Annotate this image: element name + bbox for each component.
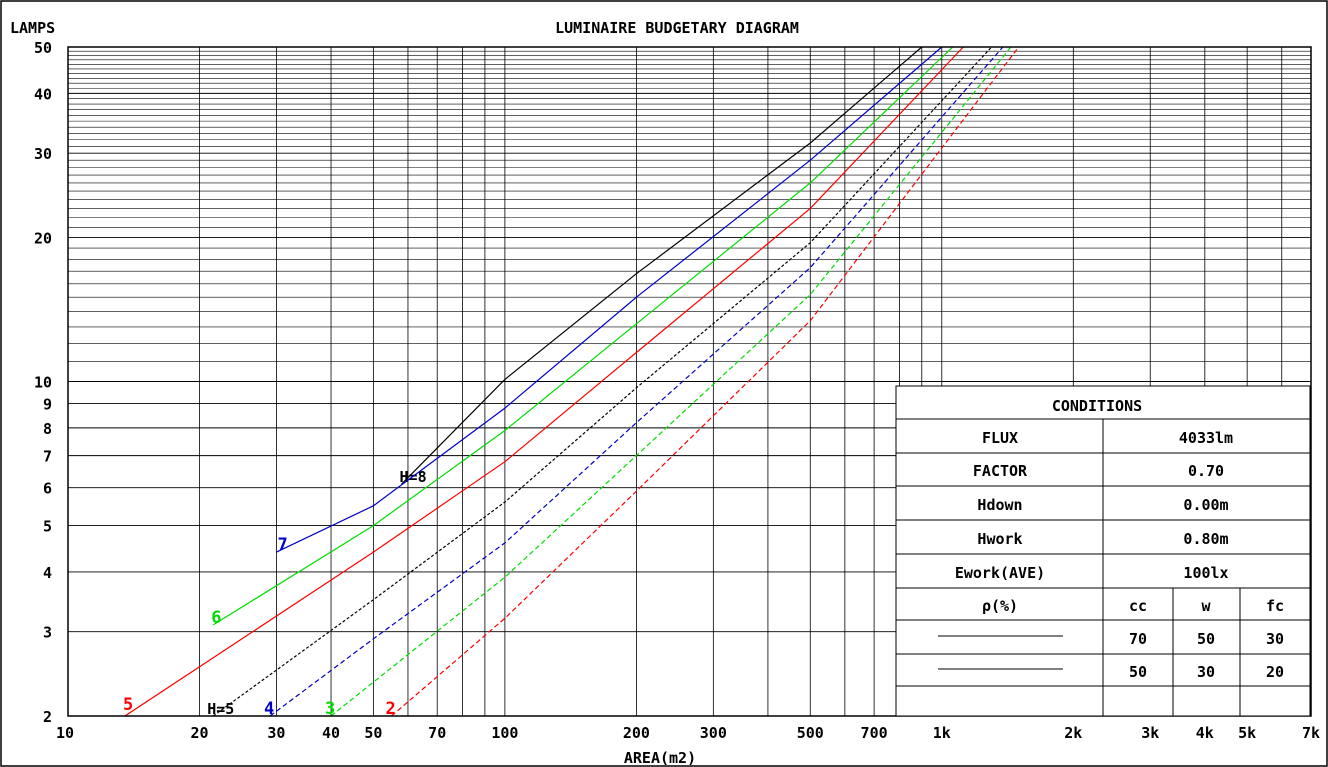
cond-label-flux: FLUX bbox=[982, 429, 1018, 447]
cond-label-factor: FACTOR bbox=[973, 462, 1028, 480]
refl-row2-fc: 20 bbox=[1266, 663, 1284, 681]
series-line bbox=[124, 46, 964, 717]
y-tick-label: 30 bbox=[34, 145, 52, 163]
series-line bbox=[391, 46, 1020, 717]
x-tick-label: 700 bbox=[861, 724, 888, 742]
x-tick-label: 30 bbox=[267, 724, 285, 742]
y-tick-label: 6 bbox=[43, 480, 52, 498]
conditions-heading: CONDITIONS bbox=[1052, 397, 1142, 415]
y-tick-label: 4 bbox=[43, 564, 52, 582]
series-label: 2 bbox=[385, 699, 395, 719]
series-line bbox=[269, 46, 1004, 717]
cond-label-ework: Ework(AVE) bbox=[955, 564, 1045, 582]
y-tick-label: 5 bbox=[43, 518, 52, 536]
x-tick-label: 20 bbox=[190, 724, 208, 742]
series-line bbox=[212, 46, 954, 626]
x-tick-label: 10 bbox=[56, 724, 74, 742]
y-tick-label: 8 bbox=[43, 420, 52, 438]
y-tick-label: 9 bbox=[43, 395, 52, 413]
x-tick-label: 50 bbox=[364, 724, 382, 742]
x-tick-label: 1k bbox=[933, 724, 951, 742]
x-tick-label: 70 bbox=[428, 724, 446, 742]
chart-title: LUMINAIRE BUDGETARY DIAGRAM bbox=[555, 19, 799, 37]
y-axis-label: LAMPS bbox=[10, 19, 55, 37]
refl-row1-w: 50 bbox=[1197, 630, 1215, 648]
x-tick-label: 100 bbox=[491, 724, 518, 742]
y-tick-label: 10 bbox=[34, 374, 52, 392]
x-tick-label: 200 bbox=[623, 724, 650, 742]
cond-value-hdown: 0.00m bbox=[1183, 496, 1228, 514]
series-line bbox=[212, 46, 993, 717]
x-tick-label: 4k bbox=[1196, 724, 1214, 742]
cond-value-factor: 0.70 bbox=[1188, 462, 1224, 480]
refl-row2-cc: 50 bbox=[1129, 663, 1147, 681]
x-axis-label: AREA(m2) bbox=[624, 749, 696, 767]
plot-border bbox=[67, 46, 1312, 717]
rho-label: ρ(%) bbox=[982, 597, 1018, 615]
cond-label-hdown: Hdown bbox=[977, 496, 1022, 514]
series-label: 7 bbox=[277, 535, 287, 555]
x-tick-label: 7k bbox=[1302, 724, 1320, 742]
x-tick-label: 2k bbox=[1064, 724, 1082, 742]
series-label: 6 bbox=[211, 608, 221, 628]
y-tick-label: 40 bbox=[34, 85, 52, 103]
conditions-table: CONDITIONS FLUX 4033lm FACTOR 0.70 Hdown… bbox=[895, 385, 1311, 717]
tick-layer: 10 20 30 40 50 70 100 200 300 500 700 1k 2k 3k 4k 5k 7k 2… bbox=[34, 39, 1320, 742]
series-label: 5 bbox=[123, 695, 133, 715]
series-line bbox=[276, 46, 943, 553]
refl-header-cc: cc bbox=[1129, 597, 1147, 615]
y-tick-label: 50 bbox=[34, 39, 52, 57]
refl-header-w: w bbox=[1201, 597, 1211, 615]
x-tick-label: 300 bbox=[700, 724, 727, 742]
x-tick-label: 500 bbox=[797, 724, 824, 742]
x-tick-label: 40 bbox=[322, 724, 340, 742]
series-label: 4 bbox=[264, 699, 274, 719]
series-label: 3 bbox=[325, 699, 335, 719]
cond-value-ework: 100lx bbox=[1183, 564, 1228, 582]
series-line bbox=[401, 46, 923, 485]
series-line bbox=[330, 46, 1012, 717]
refl-row2-w: 30 bbox=[1197, 663, 1215, 681]
cond-value-hwork: 0.80m bbox=[1183, 530, 1228, 548]
y-tick-label: 2 bbox=[43, 708, 52, 726]
x-tick-label: 5k bbox=[1238, 724, 1256, 742]
refl-header-fc: fc bbox=[1266, 597, 1284, 615]
y-tick-label: 20 bbox=[34, 229, 52, 247]
y-tick-label: 7 bbox=[43, 448, 52, 466]
cond-value-flux: 4033lm bbox=[1179, 429, 1233, 447]
refl-row1-cc: 70 bbox=[1129, 630, 1147, 648]
x-tick-label: 3k bbox=[1141, 724, 1159, 742]
series-label: H=5 bbox=[207, 700, 234, 718]
cond-label-hwork: Hwork bbox=[977, 530, 1022, 548]
y-tick-label: 3 bbox=[43, 624, 52, 642]
refl-row1-fc: 30 bbox=[1266, 630, 1284, 648]
